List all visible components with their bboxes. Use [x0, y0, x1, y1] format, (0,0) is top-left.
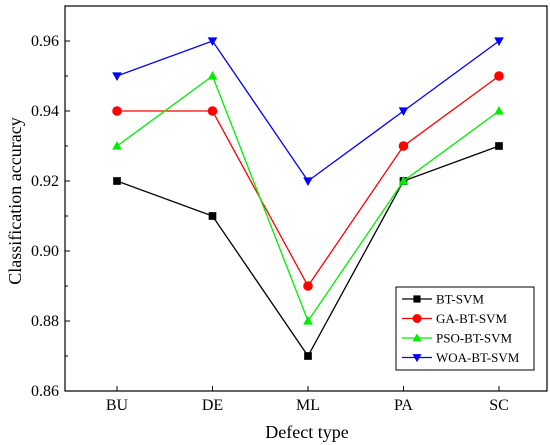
y-tick-label: 0.96 — [31, 33, 59, 50]
plot-frame — [64, 5, 548, 392]
y-tick-label: 0.92 — [31, 173, 59, 190]
y-tick-label: 0.86 — [31, 383, 59, 400]
data-point-triangle-up — [398, 175, 409, 185]
legend-item: GA-BT-SVM — [402, 311, 507, 326]
legend-label: BT-SVM — [436, 292, 484, 307]
data-point-triangle-up — [494, 105, 504, 115]
data-point-square — [413, 295, 421, 303]
legend-label: GA-BT-SVM — [436, 311, 507, 326]
data-point-triangle-up — [112, 140, 122, 150]
data-point-triangle-up — [303, 315, 313, 325]
legend-item: BT-SVM — [402, 292, 484, 307]
data-point-circle — [207, 106, 218, 116]
data-point-triangle-down — [303, 177, 313, 187]
series-layer — [112, 37, 504, 360]
legend: BT-SVM GA-BT-SVM PSO-BT-SVM WOA-BT-SVM — [395, 286, 535, 371]
x-tick-label: ML — [296, 397, 320, 414]
data-point-square — [208, 212, 217, 220]
data-point-triangle-down — [412, 354, 422, 363]
x-tick-label: PA — [394, 397, 413, 414]
x-axis-title: Defect type — [265, 422, 348, 442]
y-tick-label: 0.88 — [31, 313, 59, 330]
data-point-circle — [412, 314, 422, 323]
data-point-triangle-up — [207, 70, 218, 80]
data-point-circle — [112, 106, 122, 116]
legend-label: PSO-BT-SVM — [436, 331, 513, 346]
series-ga-bt-svm — [112, 71, 504, 291]
legend-item: WOA-BT-SVM — [402, 350, 520, 365]
x-tick-label: BU — [106, 397, 129, 414]
y-axis-title: Classification accuracy — [5, 117, 25, 284]
x-axis: BU DE ML PA SC — [106, 386, 509, 414]
data-point-square — [304, 352, 312, 360]
legend-label: WOA-BT-SVM — [436, 350, 520, 365]
series-pso-bt-svm — [112, 70, 504, 325]
data-point-triangle-down — [207, 37, 218, 47]
y-axis: 0.86 0.88 0.90 0.92 0.94 0.96 — [31, 33, 70, 400]
series-woa-bt-svm — [112, 37, 504, 187]
data-point-triangle-up — [412, 333, 422, 342]
data-point-circle — [303, 281, 313, 291]
data-point-circle — [494, 71, 504, 81]
data-point-triangle-down — [398, 107, 409, 117]
x-tick-label: DE — [202, 397, 223, 414]
data-point-square — [113, 177, 121, 185]
data-point-triangle-down — [112, 72, 122, 82]
data-point-triangle-down — [494, 37, 504, 47]
legend-item: PSO-BT-SVM — [402, 331, 513, 346]
data-point-square — [495, 142, 503, 150]
x-tick-label: SC — [489, 397, 509, 414]
y-tick-label: 0.90 — [31, 243, 59, 260]
data-point-circle — [398, 141, 409, 151]
plot-area — [64, 5, 548, 392]
y-tick-label: 0.94 — [31, 103, 59, 120]
